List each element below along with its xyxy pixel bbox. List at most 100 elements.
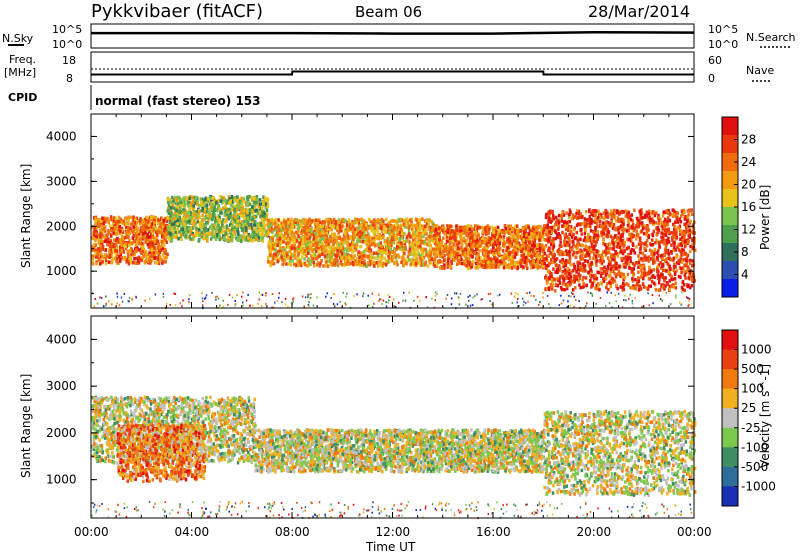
power-cell	[345, 231, 349, 236]
power-cell	[108, 255, 111, 260]
power-cell	[521, 226, 524, 231]
power-cell	[351, 235, 355, 239]
power-cell	[452, 253, 455, 258]
power-cell	[203, 207, 207, 211]
power-cell	[162, 219, 166, 223]
power-cell	[135, 224, 138, 229]
power-cell	[534, 259, 537, 263]
power-cell	[422, 234, 425, 238]
power-cell	[205, 203, 209, 208]
power-cell	[329, 239, 333, 243]
power-cell	[243, 219, 246, 224]
power-cell	[527, 225, 530, 230]
power-cell	[657, 213, 660, 218]
power-cell	[398, 246, 402, 250]
power-cell	[105, 260, 108, 264]
power-cell	[440, 226, 443, 230]
power-cell	[262, 201, 265, 206]
power-cell	[420, 258, 423, 263]
power-cell	[278, 223, 281, 228]
power-cell	[119, 245, 122, 249]
power-cell	[421, 230, 425, 235]
power-cell	[98, 239, 101, 243]
power-cell	[247, 236, 250, 240]
power-cell	[404, 245, 407, 249]
power-cell	[487, 236, 490, 240]
power-cell	[297, 223, 301, 228]
power-cell	[468, 250, 471, 254]
power-cell	[166, 252, 169, 257]
power-cell	[373, 226, 376, 230]
power-cell	[375, 236, 378, 240]
power-cell	[132, 234, 135, 238]
power-cell	[354, 220, 357, 225]
power-cell	[475, 243, 479, 248]
power-cell	[360, 260, 364, 265]
power-cell	[522, 245, 525, 249]
power-cell	[336, 219, 339, 224]
power-cell	[487, 231, 490, 235]
power-cell	[536, 225, 540, 229]
power-cell	[421, 257, 424, 261]
power-cell	[424, 260, 427, 264]
power-cell	[169, 200, 173, 204]
power-cell	[358, 263, 362, 268]
power-cell	[245, 225, 248, 229]
power-cell	[536, 260, 539, 264]
power-cell	[470, 229, 473, 233]
power-cell	[435, 231, 439, 236]
power-cell	[243, 213, 246, 217]
power-cell	[215, 235, 219, 239]
power-cell	[290, 217, 293, 222]
power-cell	[290, 220, 294, 224]
power-cell	[451, 245, 455, 250]
nsearch-tick-bottom: 10^0	[708, 38, 738, 51]
power-cell	[604, 213, 608, 217]
power-cell	[236, 214, 240, 219]
power-cell	[99, 259, 102, 264]
power-cell	[242, 221, 245, 226]
power-cell	[414, 247, 418, 251]
power-cell	[216, 233, 219, 237]
power-cell	[286, 223, 289, 227]
freq-unit: [MHz]	[4, 66, 36, 79]
power-cell	[145, 254, 149, 258]
power-cell	[509, 224, 512, 228]
power-cell	[357, 239, 360, 243]
power-cell	[348, 261, 352, 266]
power-cell	[447, 256, 451, 260]
power-cell	[387, 238, 390, 242]
power-cell	[332, 217, 336, 222]
power-cell	[342, 233, 346, 237]
power-cell	[302, 217, 305, 222]
power-cell	[199, 200, 203, 204]
power-cell	[269, 244, 272, 248]
power-cell	[94, 248, 97, 252]
power-cell	[524, 229, 527, 234]
power-cell	[352, 231, 355, 235]
power-cell	[524, 246, 527, 250]
power-cell	[194, 195, 198, 200]
power-cell	[170, 195, 174, 200]
power-cell	[323, 254, 327, 258]
power-cell	[468, 231, 471, 236]
power-cell	[255, 194, 259, 199]
power-cell	[173, 211, 176, 216]
power-cell	[306, 228, 309, 233]
power-cell	[153, 238, 157, 242]
power-cell	[620, 258, 624, 263]
power-cell	[485, 247, 489, 251]
power-cell	[309, 240, 312, 244]
power-cell	[243, 225, 247, 229]
power-cell	[115, 256, 119, 261]
power-cell	[333, 248, 336, 252]
power-cell	[231, 236, 234, 241]
power-cell	[377, 249, 380, 253]
power-cell	[359, 239, 363, 244]
power-cell	[124, 231, 128, 235]
power-cell	[368, 237, 371, 241]
power-cell	[484, 237, 487, 242]
power-cell	[538, 238, 541, 242]
power-cell	[239, 238, 243, 242]
power-cell	[135, 240, 139, 245]
